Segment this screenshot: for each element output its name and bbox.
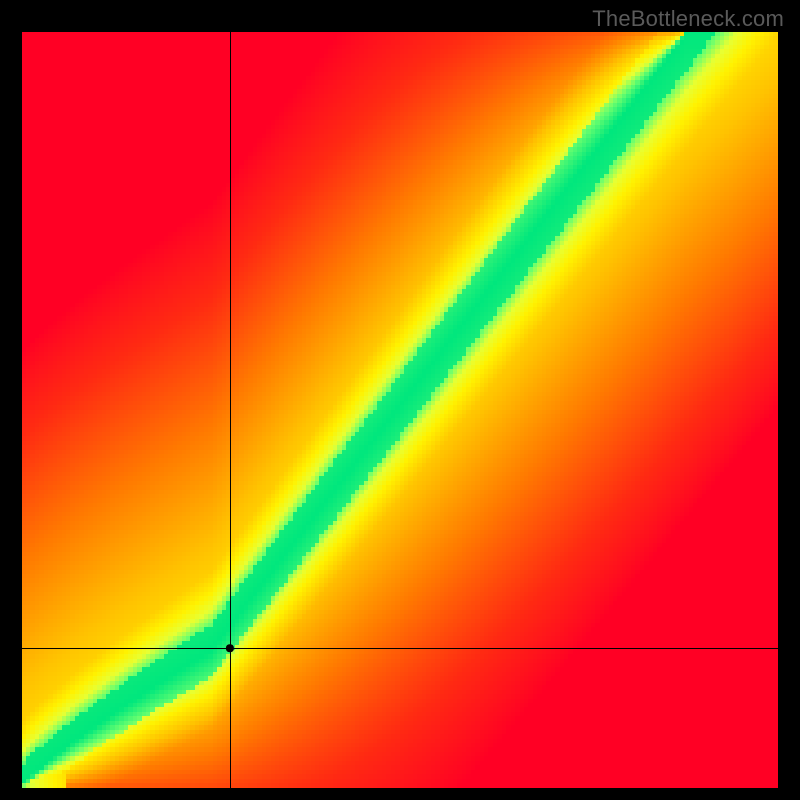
heatmap-canvas xyxy=(22,32,778,788)
watermark-text: TheBottleneck.com xyxy=(592,6,784,32)
chart-frame: TheBottleneck.com xyxy=(0,0,800,800)
bottleneck-heatmap xyxy=(22,32,778,788)
